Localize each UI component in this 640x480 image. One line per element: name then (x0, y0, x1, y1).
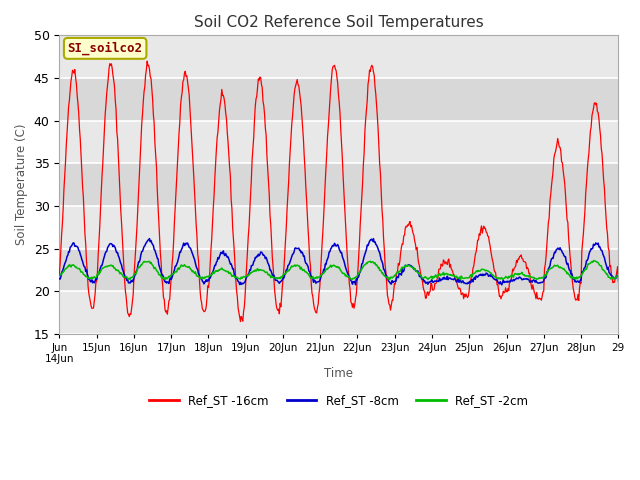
Bar (60, 78, 618, 120)
Ref_ST -2cm (65, 262, 73, 267)
Ref_ST -16cm (237, 319, 244, 324)
Bar (60, 249, 618, 291)
Ref_ST -2cm (209, 269, 217, 275)
Legend: Ref_ST -16cm, Ref_ST -8cm, Ref_ST -2cm: Ref_ST -16cm, Ref_ST -8cm, Ref_ST -2cm (145, 389, 533, 411)
X-axis label: Time: Time (324, 367, 353, 380)
Ref_ST -8cm (65, 249, 73, 255)
Ref_ST -2cm (614, 273, 622, 278)
Ref_ST -8cm (123, 277, 131, 283)
Ref_ST -8cm (424, 281, 432, 287)
Ref_ST -2cm (589, 258, 597, 264)
Y-axis label: Soil Temperature (C): Soil Temperature (C) (15, 124, 28, 245)
Bar (60, 206, 618, 249)
Ref_ST -2cm (180, 263, 188, 269)
Ref_ST -8cm (56, 276, 63, 282)
Ref_ST -8cm (180, 242, 188, 248)
Bar (60, 120, 618, 163)
Ref_ST -16cm (425, 292, 433, 298)
Ref_ST -16cm (56, 272, 63, 278)
Line: Ref_ST -2cm: Ref_ST -2cm (60, 261, 618, 280)
Ref_ST -16cm (614, 279, 622, 285)
Title: Soil CO2 Reference Soil Temperatures: Soil CO2 Reference Soil Temperatures (194, 15, 484, 30)
Ref_ST -8cm (146, 236, 154, 241)
Ref_ST -2cm (123, 274, 131, 280)
Ref_ST -16cm (123, 303, 131, 309)
Ref_ST -16cm (180, 70, 188, 76)
Ref_ST -16cm (210, 193, 218, 199)
Ref_ST -8cm (498, 282, 506, 288)
Ref_ST -8cm (614, 273, 622, 278)
Ref_ST -8cm (210, 265, 218, 271)
Ref_ST -2cm (56, 273, 63, 278)
Line: Ref_ST -8cm: Ref_ST -8cm (60, 239, 618, 285)
Ref_ST -16cm (143, 58, 151, 64)
Ref_ST -2cm (424, 276, 432, 282)
Ref_ST -2cm (408, 264, 415, 270)
Ref_ST -16cm (408, 227, 416, 233)
Text: SI_soilco2: SI_soilco2 (68, 42, 143, 55)
Bar (60, 163, 618, 206)
Bar (60, 291, 618, 334)
Ref_ST -8cm (408, 263, 415, 269)
Ref_ST -16cm (65, 97, 73, 103)
Bar (60, 36, 618, 78)
Line: Ref_ST -16cm: Ref_ST -16cm (60, 61, 618, 322)
Ref_ST -2cm (348, 277, 355, 283)
